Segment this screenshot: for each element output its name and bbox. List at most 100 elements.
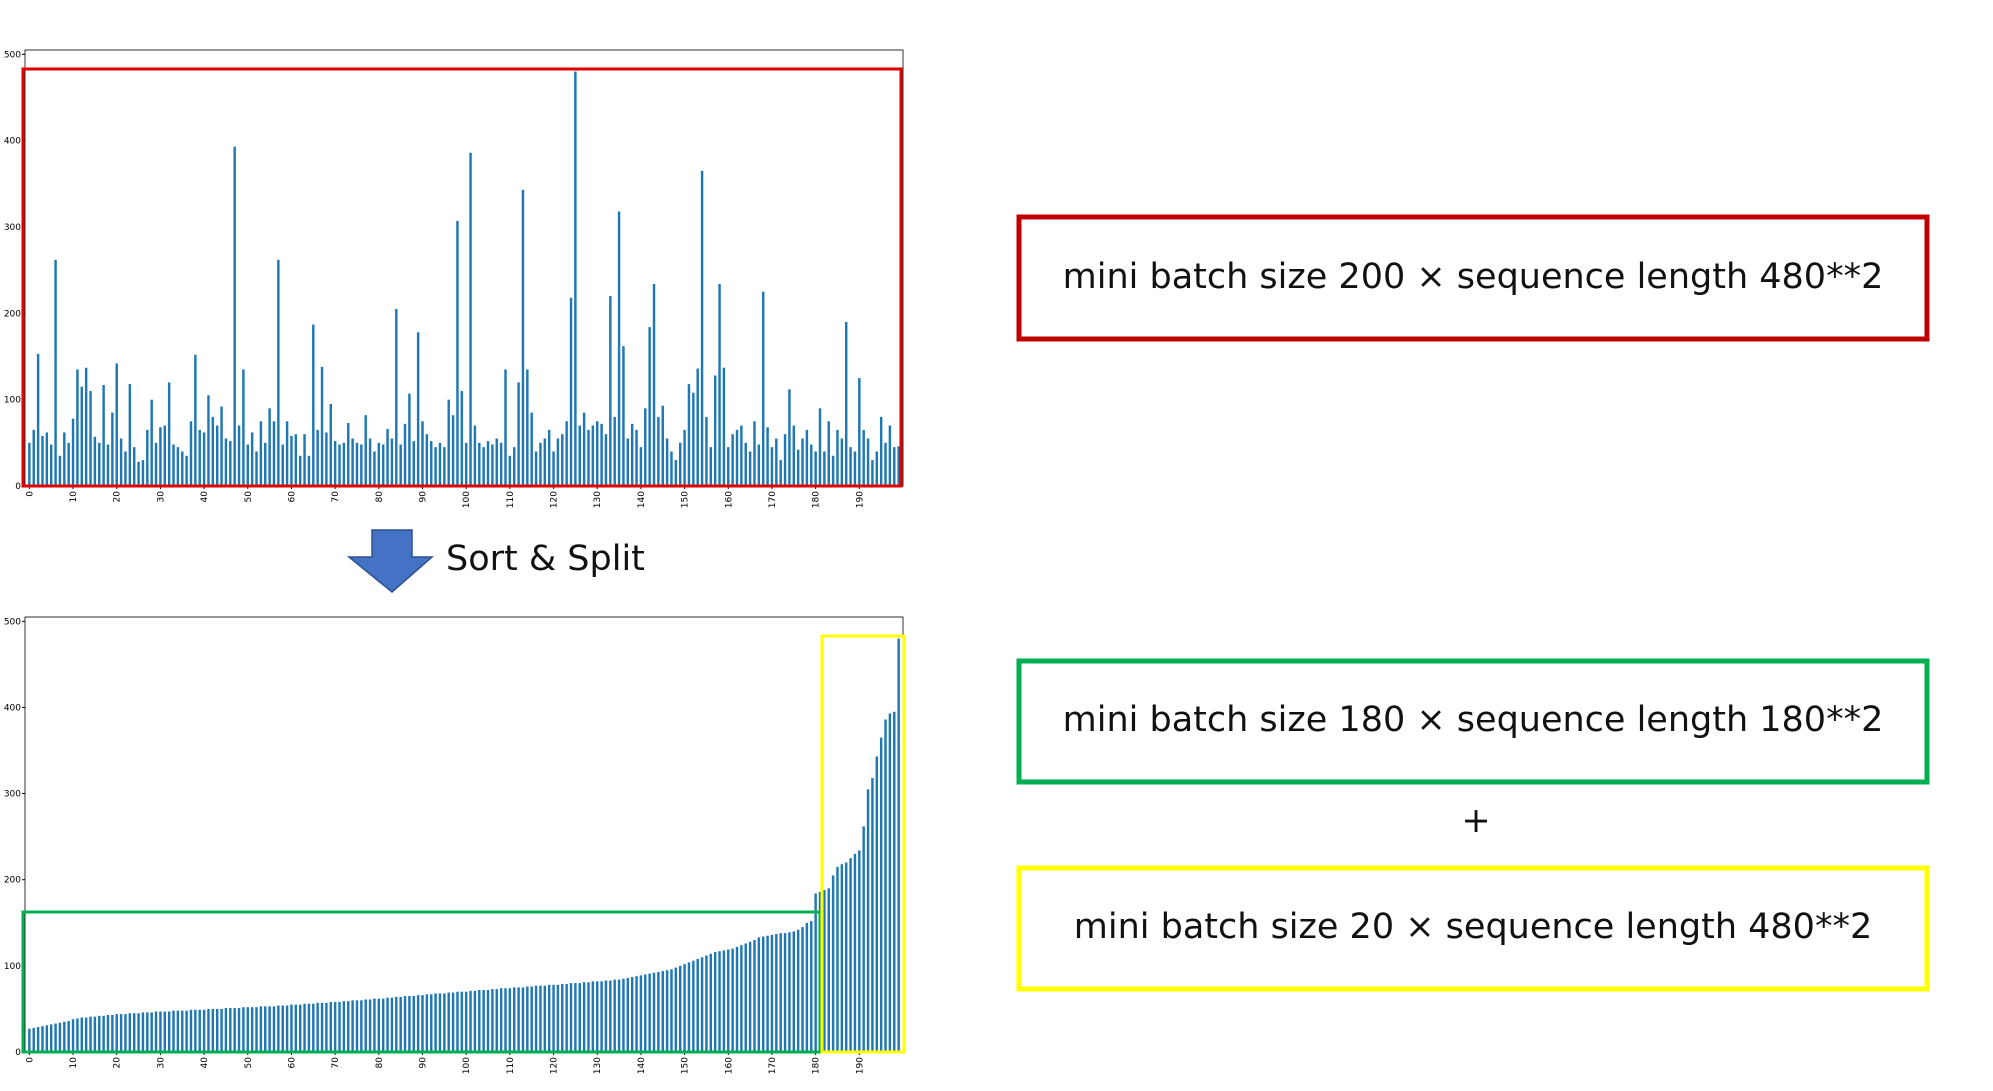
bar [499, 442, 503, 486]
bar [722, 367, 726, 486]
bar [574, 71, 577, 486]
bar [412, 996, 415, 1052]
bar [478, 442, 481, 486]
bar [831, 875, 835, 1052]
bar [779, 460, 782, 486]
bar [495, 438, 498, 486]
bar [722, 950, 726, 1052]
bar [844, 321, 848, 486]
bar [137, 461, 140, 486]
y-tick-label: 100 [4, 962, 21, 972]
bar [731, 434, 734, 486]
bar [298, 1004, 302, 1052]
axes-frame [24, 49, 904, 487]
bar [578, 425, 581, 486]
bar [364, 999, 367, 1052]
bar [652, 283, 656, 486]
x-tick-label: 40 [200, 491, 210, 503]
bar [700, 957, 704, 1052]
bar [508, 455, 512, 486]
bar [224, 1008, 228, 1052]
y-tick-label: 400 [4, 703, 21, 713]
chart-top: 0 100 200 300 400 500 0 10 20 30 40 50 60 70 80 90 100 11… [4, 49, 904, 508]
bar [84, 1017, 88, 1052]
bar [748, 941, 752, 1052]
bar [281, 1005, 284, 1052]
bar [897, 446, 900, 486]
bar [561, 983, 564, 1052]
bar [679, 442, 682, 486]
x-tick-label: 170 [768, 1057, 778, 1074]
bar [884, 442, 887, 486]
bar [146, 1012, 149, 1052]
bar [54, 1023, 57, 1052]
bar [552, 984, 555, 1052]
bar [783, 434, 787, 486]
bar [176, 1010, 180, 1052]
bar [264, 1006, 267, 1052]
x-tick-label: 70 [331, 491, 341, 503]
bar [770, 447, 774, 486]
bar [250, 1007, 254, 1052]
bar [259, 1006, 263, 1052]
bar [111, 1014, 114, 1052]
bar [604, 980, 608, 1052]
bar [727, 447, 730, 486]
bar [849, 447, 852, 486]
bar [862, 429, 865, 486]
bar [853, 451, 857, 486]
bar [80, 386, 84, 486]
bar [224, 438, 228, 486]
y-tick-label: 100 [4, 396, 21, 406]
bar [373, 451, 376, 486]
bar [504, 988, 507, 1052]
bar [871, 778, 874, 1052]
bar [285, 1005, 289, 1052]
bar [657, 416, 660, 486]
bar [329, 1002, 332, 1052]
bar [185, 455, 188, 486]
bar [613, 979, 616, 1052]
bar [679, 965, 682, 1052]
bar [796, 929, 800, 1052]
bar [198, 429, 201, 486]
bar [840, 864, 844, 1052]
y-tick-label: 200 [4, 309, 21, 319]
bar [648, 973, 651, 1052]
bar [665, 438, 669, 486]
bar [430, 441, 433, 486]
bar [753, 940, 756, 1052]
bar [32, 429, 35, 486]
bar [460, 391, 464, 486]
bar [617, 979, 621, 1052]
bar [753, 421, 756, 486]
bar [591, 981, 595, 1052]
y-tick-label: 400 [4, 137, 21, 147]
bar [875, 451, 879, 486]
bar [242, 369, 245, 486]
bar [713, 952, 717, 1052]
bar [154, 442, 158, 486]
bar [141, 460, 145, 486]
bar [534, 985, 538, 1052]
bar [565, 421, 568, 486]
bar [294, 1004, 298, 1052]
bar [792, 931, 796, 1052]
bar [718, 283, 721, 486]
bar [574, 983, 577, 1052]
bar [259, 421, 263, 486]
bar [390, 997, 394, 1052]
bar [272, 421, 276, 486]
bar [731, 948, 734, 1052]
bar [766, 935, 769, 1052]
bar [792, 425, 796, 486]
bar [443, 993, 446, 1052]
bar [106, 1014, 110, 1052]
bar [355, 1000, 359, 1052]
y-tick-label: 0 [15, 1048, 21, 1058]
bar [172, 1010, 175, 1052]
bar [325, 1002, 328, 1052]
bar [290, 435, 293, 486]
bar [648, 327, 651, 486]
bar [150, 1012, 153, 1052]
